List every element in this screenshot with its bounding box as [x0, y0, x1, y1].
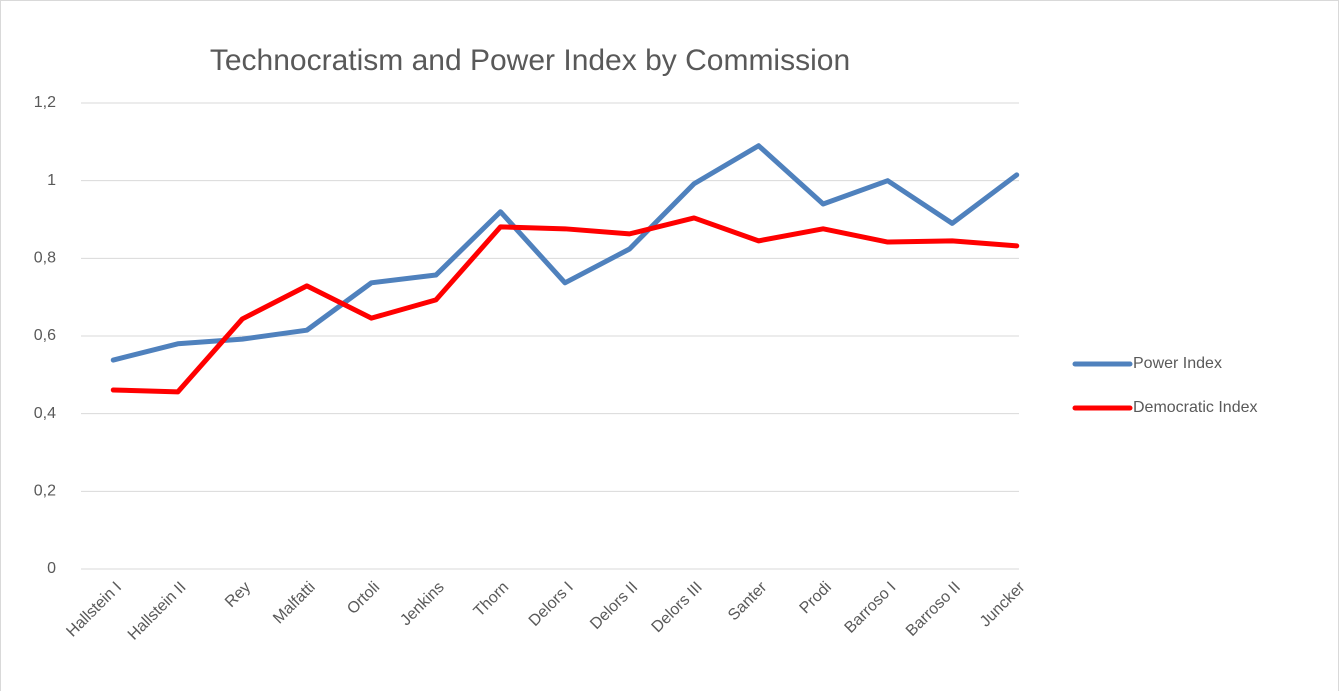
y-tick-label: 0,8: [34, 250, 56, 267]
data-line: [110, 215, 1020, 395]
y-tick-label: 0: [47, 560, 56, 577]
y-tick-label: 0,4: [34, 405, 56, 422]
chart-title: Technocratism and Power Index by Commiss…: [210, 44, 850, 77]
y-tick-label: 1,2: [34, 94, 56, 111]
y-tick-label: 1: [47, 172, 56, 189]
legend-label: Democratic Index: [1133, 399, 1258, 416]
data-line: [110, 143, 1020, 363]
legend-label: Power Index: [1133, 355, 1222, 372]
y-tick-label: 0,6: [34, 327, 56, 344]
y-tick-label: 0,2: [34, 483, 56, 500]
